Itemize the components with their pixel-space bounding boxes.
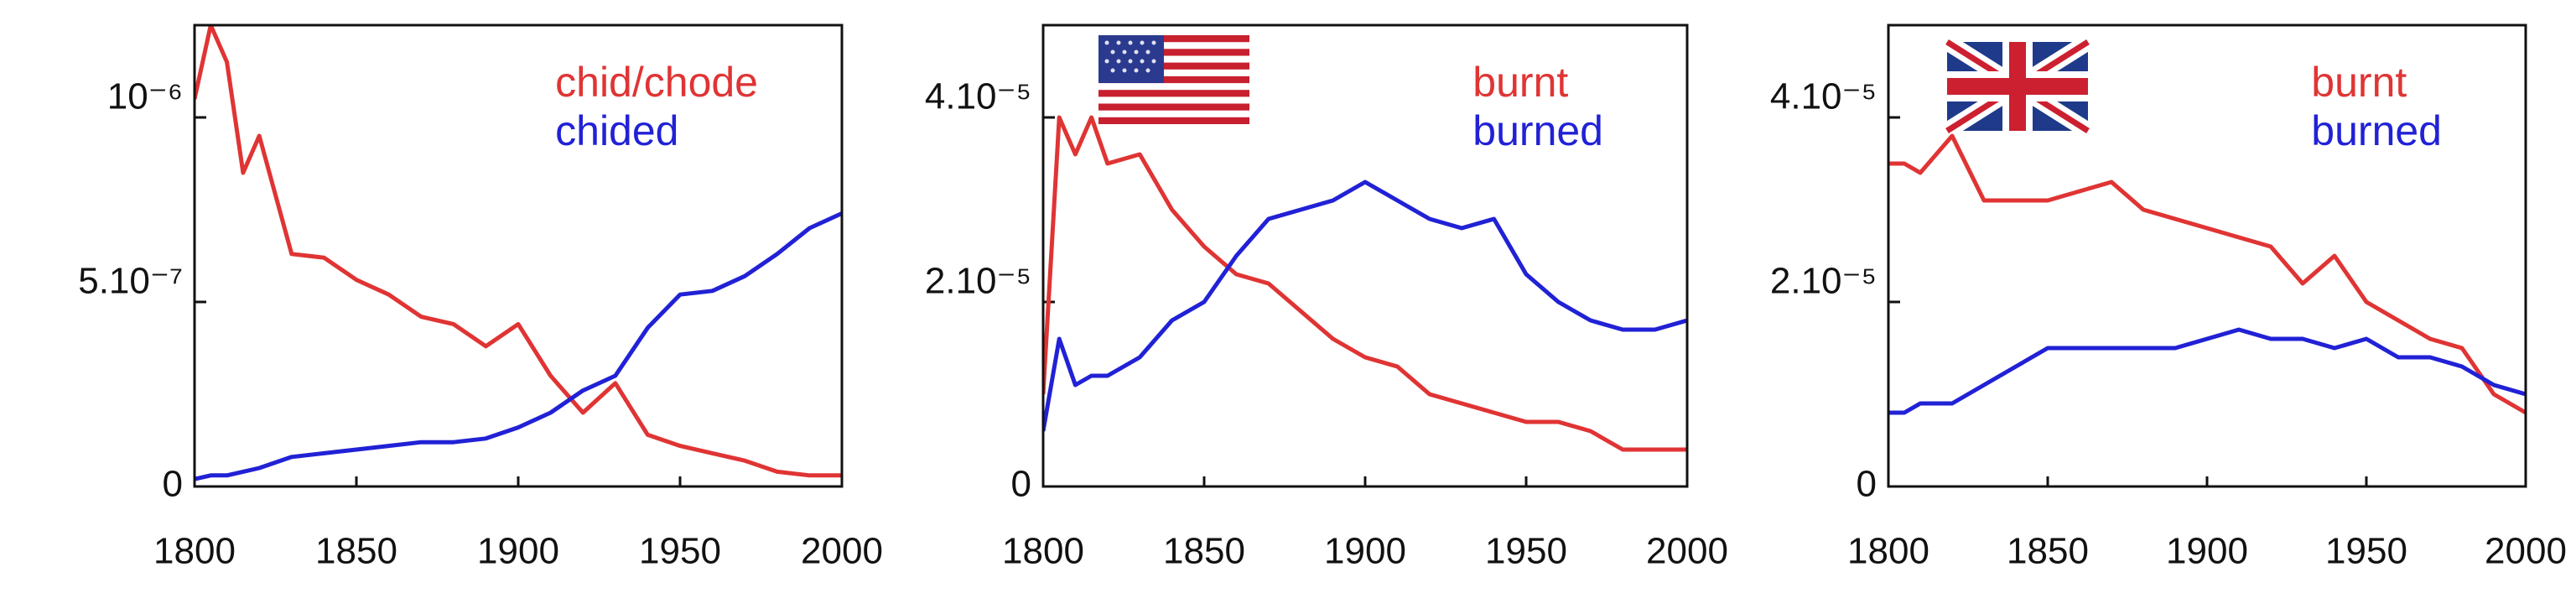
y-tick-label: 5.10⁻⁷ xyxy=(78,261,183,302)
legend-label: burnt xyxy=(1472,59,1568,106)
series-line xyxy=(195,211,842,481)
x-tick-label: 1950 xyxy=(2325,531,2407,572)
x-tick-label: 1950 xyxy=(639,531,721,572)
x-tick-label: 1800 xyxy=(1002,531,1084,572)
x-tick-label: 1850 xyxy=(2007,531,2089,572)
plot-frame xyxy=(1041,23,1689,488)
x-tick-label: 1800 xyxy=(153,531,236,572)
legend-label: burned xyxy=(2311,107,2442,154)
plot-frame xyxy=(193,23,844,488)
y-tick-label: 10⁻⁶ xyxy=(107,76,183,117)
series-line xyxy=(1043,115,1687,452)
x-tick-label: 1850 xyxy=(1163,531,1245,572)
uk-flag xyxy=(1942,34,2093,138)
x-tick-label: 1900 xyxy=(477,531,559,572)
x-tick-label: 1950 xyxy=(1485,531,1567,572)
panel: 0 2.10⁻⁵ 4.10⁻⁵ 1800 1850 1900 1950 2000 burntbu… xyxy=(1770,23,2567,572)
y-tick-label: 0 xyxy=(163,464,183,505)
legend-label: burnt xyxy=(2311,59,2407,106)
y-tick-label: 0 xyxy=(1011,464,1031,505)
y-tick-label: 2.10⁻⁵ xyxy=(925,261,1031,302)
series-line xyxy=(1888,133,2526,415)
legend-label: chided xyxy=(555,107,678,154)
series-line xyxy=(1043,179,1687,432)
y-tick-label: 4.10⁻⁵ xyxy=(1770,76,1877,117)
x-tick-label: 2000 xyxy=(2485,531,2567,572)
y-tick-label: 0 xyxy=(1857,464,1877,505)
panel: 0 5.10⁻⁷ 10⁻⁶ 1800 1850 1900 1950 2000 chid/chod… xyxy=(78,23,883,572)
y-tick-label: 4.10⁻⁵ xyxy=(925,76,1031,117)
x-tick-label: 1900 xyxy=(1324,531,1406,572)
panel: 0 2.10⁻⁵ 4.10⁻⁵ 1800 1850 1900 1950 2000 burntbu… xyxy=(925,23,1728,572)
x-tick-label: 2000 xyxy=(801,531,883,572)
x-tick-label: 2000 xyxy=(1646,531,1728,572)
y-tick-label: 2.10⁻⁵ xyxy=(1770,261,1877,302)
legend-label: burned xyxy=(1472,107,1603,154)
plot-frame xyxy=(1887,23,2527,488)
x-tick-label: 1800 xyxy=(1847,531,1929,572)
x-tick-label: 1850 xyxy=(315,531,397,572)
x-tick-label: 1900 xyxy=(2166,531,2248,572)
series-line xyxy=(195,25,842,478)
us-flag xyxy=(1098,35,1249,124)
series-line xyxy=(1888,327,2526,415)
legend-label: chid/chode xyxy=(555,59,758,106)
